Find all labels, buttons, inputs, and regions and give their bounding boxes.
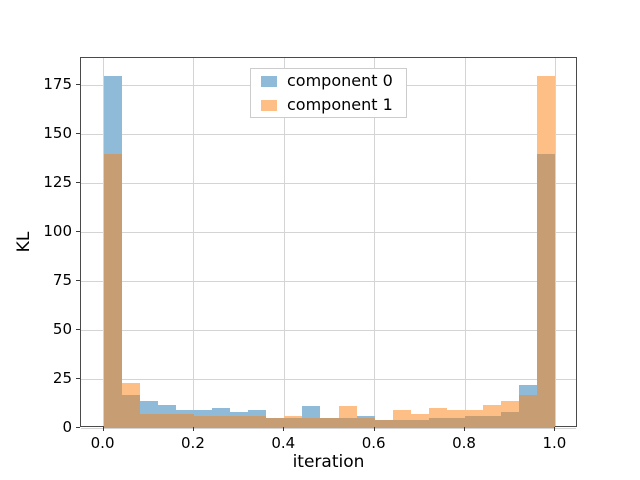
- plot-area: [80, 57, 577, 429]
- y-gridline: [81, 280, 576, 282]
- x-gridline: [554, 58, 556, 426]
- histogram-bar-component-0: [519, 384, 538, 395]
- histogram-bar-overlap: [446, 418, 466, 428]
- y-gridline: [81, 329, 576, 331]
- x-gridline: [374, 58, 376, 426]
- histogram-bar-overlap: [374, 420, 393, 428]
- histogram-bar-overlap: [428, 418, 447, 428]
- x-gridline: [283, 58, 285, 426]
- histogram-bar-overlap: [266, 418, 285, 428]
- y-tick-mark: [76, 133, 80, 135]
- y-gridline: [81, 133, 576, 135]
- legend-item-component-0: component 0: [261, 71, 406, 92]
- histogram-bar-component-0: [212, 408, 231, 417]
- histogram-bar-component-0: [103, 75, 122, 154]
- histogram-bar-component-0: [193, 410, 213, 417]
- x-gridline: [193, 58, 195, 426]
- histogram-bar-overlap: [121, 394, 140, 428]
- histogram-bar-component-1: [338, 406, 357, 419]
- x-tick-label: 0.8: [452, 434, 476, 452]
- histogram-bar-overlap: [519, 394, 538, 428]
- y-tick-mark: [76, 378, 80, 380]
- y-gridline: [81, 182, 576, 184]
- x-tick-label: 0.4: [271, 434, 296, 452]
- histogram-bar-component-1: [121, 382, 140, 395]
- y-tick-label: 25: [52, 369, 72, 388]
- y-tick-mark: [76, 280, 80, 282]
- histogram-bar-overlap: [175, 414, 194, 428]
- x-tick-label: 0.6: [361, 434, 386, 452]
- y-tick-label: 175: [43, 75, 72, 94]
- x-axis-label: iteration: [292, 452, 365, 472]
- histogram-bar-component-1: [446, 410, 466, 419]
- histogram-bar-component-1: [392, 410, 411, 421]
- x-tick-label: 1.0: [542, 434, 567, 452]
- histogram-bar-component-1: [501, 400, 520, 413]
- histogram-bar-component-0: [230, 412, 249, 417]
- y-gridline: [81, 427, 576, 429]
- x-tick-mark: [373, 427, 375, 431]
- histogram-bar-component-0: [175, 410, 194, 415]
- x-tick-mark: [283, 427, 285, 431]
- y-tick-mark: [76, 84, 80, 86]
- x-tick-label: 0.0: [90, 434, 115, 452]
- histogram-bar-component-0: [248, 410, 267, 417]
- histogram-bar-component-1: [537, 75, 556, 154]
- y-tick-label: 125: [43, 173, 72, 192]
- histogram-bar-component-0: [157, 404, 176, 415]
- histogram-bar-overlap: [302, 418, 321, 428]
- histogram-bar-overlap: [501, 412, 520, 428]
- histogram-bar-component-0: [139, 400, 158, 415]
- histogram-bar-overlap: [392, 420, 411, 428]
- histogram-bar-overlap: [356, 418, 375, 428]
- y-gridline: [81, 231, 576, 233]
- histogram-bar-overlap: [212, 416, 231, 428]
- y-gridline: [81, 378, 576, 380]
- y-tick-label: 50: [52, 320, 72, 339]
- histogram-bar-component-1: [483, 404, 502, 417]
- y-tick-label: 0: [62, 418, 72, 436]
- x-gridline: [464, 58, 466, 426]
- histogram-bar-overlap: [103, 153, 122, 428]
- histogram-bar-overlap: [320, 418, 339, 428]
- y-tick-mark: [76, 231, 80, 233]
- histogram-bar-overlap: [230, 416, 249, 428]
- x-tick-mark: [102, 427, 104, 431]
- histogram-bar-component-0: [302, 406, 321, 419]
- histogram-bar-overlap: [483, 416, 502, 428]
- y-tick-label: 150: [43, 124, 72, 143]
- y-tick-mark: [76, 427, 80, 428]
- x-tick-label: 0.2: [181, 434, 205, 452]
- y-tick-mark: [76, 329, 80, 331]
- y-axis-label: KL: [14, 231, 34, 253]
- x-tick-mark: [464, 427, 466, 431]
- histogram-bar-overlap: [248, 416, 267, 428]
- x-tick-mark: [554, 427, 556, 431]
- x-tick-mark: [192, 427, 194, 431]
- histogram-bar-overlap: [410, 420, 429, 428]
- y-tick-label: 100: [43, 222, 72, 241]
- histogram-bar-component-0: [356, 416, 375, 419]
- histogram-bar-component-1: [410, 414, 429, 421]
- histogram-bar-overlap: [139, 414, 158, 428]
- histogram-bar-component-1: [465, 410, 484, 417]
- histogram-bar-overlap: [157, 414, 176, 428]
- y-tick-mark: [76, 182, 80, 184]
- legend: component 0 component 1: [250, 68, 407, 118]
- legend-label-component-0: component 0: [287, 71, 393, 90]
- histogram-bar-overlap: [338, 418, 357, 428]
- histogram-bar-overlap: [537, 153, 556, 428]
- legend-label-component-1: component 1: [287, 95, 393, 114]
- legend-swatch-component-0-icon: [261, 75, 277, 87]
- y-tick-label: 75: [52, 271, 72, 290]
- legend-item-component-1: component 1: [261, 95, 406, 116]
- histogram-bar-component-1: [284, 416, 303, 419]
- histogram-bar-overlap: [193, 416, 213, 428]
- histogram-bar-overlap: [284, 418, 303, 428]
- legend-swatch-component-1-icon: [261, 99, 277, 111]
- histogram-bar-component-1: [428, 408, 447, 419]
- histogram-bar-overlap: [465, 416, 484, 428]
